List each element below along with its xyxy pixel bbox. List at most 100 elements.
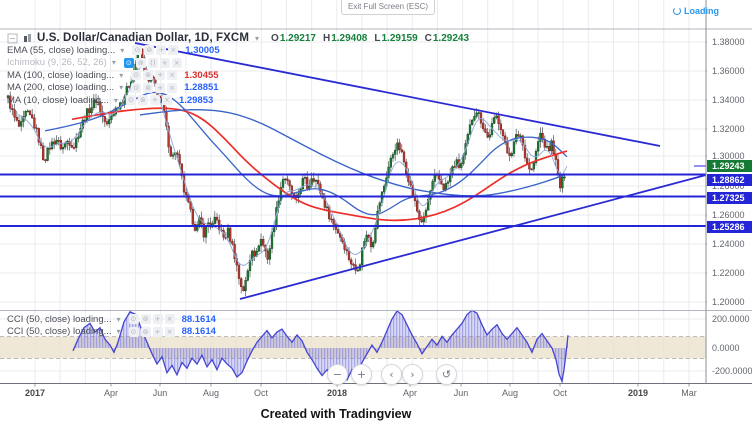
add-icon[interactable]: + (152, 314, 163, 325)
chevron-down-icon[interactable]: ▾ (113, 95, 118, 105)
settings-icon[interactable]: ⊚ (137, 95, 148, 106)
eye-icon[interactable]: ⊙ (125, 95, 136, 106)
remove-icon[interactable]: × (171, 57, 182, 68)
scroll-left-button[interactable]: ‹ (381, 364, 402, 385)
main-indicator-row-4: MA (10, close) loading... ▾ ⊙ ⊚ + × 1.29853 (7, 94, 220, 107)
symbol-title[interactable]: U.S. Dollar/Canadian Dollar, 1D, FXCM (37, 32, 250, 44)
cci-indicator-row-1: CCI (50, close) loading... ▾ ⊙ ⊚ + × 88.1614 (7, 326, 216, 339)
add-icon[interactable]: + (156, 45, 167, 56)
remove-icon[interactable]: × (168, 45, 179, 56)
price-tick-label: 1.34000 (712, 95, 745, 105)
add-icon[interactable]: + (155, 82, 166, 93)
price-tick-label: 1.28000 (712, 181, 745, 191)
cci-indicator-label: CCI (50, close) loading... (7, 326, 112, 338)
chevron-down-icon[interactable]: ▾ (255, 33, 260, 43)
legend-buttons: ⊙ ⊚() + × (123, 57, 182, 68)
time-tick-label: 2018 (326, 388, 348, 398)
exit-fullscreen-tooltip: Exit Full Screen (ESC) (341, 0, 436, 15)
ohlc-values: O1.29217 H1.29408 L1.29159 C1.29243 (271, 33, 469, 44)
ohlc-item: C1.29243 (425, 33, 469, 44)
add-icon[interactable]: + (149, 95, 160, 106)
remove-icon[interactable]: × (164, 314, 175, 325)
time-tick-label: Aug (501, 388, 519, 398)
main-indicator-row-0: EMA (55, close) loading... ▾ ⊙ ⊚ + × 1.30005 (7, 44, 220, 57)
settings-icon[interactable]: ⊚ (140, 326, 151, 337)
ohlc-item: O1.29217 (271, 33, 316, 44)
time-tick-label: 2017 (24, 388, 46, 398)
main-indicator-value: 1.30005 (185, 44, 220, 56)
price-tick-label: 1.22000 (712, 268, 745, 278)
scroll-right-button[interactable]: › (402, 364, 423, 385)
remove-icon[interactable]: × (161, 95, 172, 106)
remove-icon[interactable]: × (164, 326, 175, 337)
eye-icon[interactable]: ⊙ (128, 326, 139, 337)
eye-icon[interactable]: ⊙ (132, 45, 143, 56)
ascending-trendline[interactable] (239, 174, 707, 300)
cci-area (73, 310, 568, 383)
main-indicator-row-3: MA (200, close) loading... ▾ ⊙ ⊚ + × 1.28851 (7, 82, 220, 95)
cci-tick-label: -200.0000 (712, 366, 752, 376)
reset-chart-button[interactable]: ↺ (436, 364, 457, 385)
eye-icon[interactable]: ⊙ (131, 82, 142, 93)
loading-label: Loading (684, 6, 719, 16)
settings-icon[interactable]: ⊚ (140, 314, 151, 325)
main-indicator-value: 1.28851 (184, 82, 219, 94)
ma-line-ma-10 (17, 66, 568, 266)
ohlc-value: 1.29217 (279, 32, 316, 44)
price-tick-label: 1.24000 (712, 239, 745, 249)
legend-buttons: ⊙ ⊚ + × (131, 82, 178, 93)
settings-icon[interactable]: ⊚ (143, 82, 154, 93)
remove-icon[interactable]: × (167, 82, 178, 93)
main-indicator-row-1: Ichimoku (9, 26, 52, 26) ▾ ⊙ ⊚() + × (7, 57, 220, 70)
chevron-down-icon[interactable]: ▾ (116, 327, 121, 337)
ohlc-label: O (271, 32, 279, 44)
source-icon[interactable]: () (147, 57, 158, 68)
settings-icon[interactable]: ⊚ (144, 45, 155, 56)
remove-icon[interactable]: × (167, 70, 178, 81)
add-icon[interactable]: + (155, 70, 166, 81)
chevron-down-icon[interactable]: ▾ (119, 70, 124, 80)
ohlc-label: C (424, 32, 432, 44)
ma-line-ma-100 (71, 107, 568, 222)
loading-spinner-icon (673, 7, 681, 15)
cci-tick-label: 0.0000 (712, 343, 740, 353)
zoom-in-button[interactable]: + (351, 364, 372, 385)
eye-icon[interactable]: ⊙ (123, 57, 134, 68)
cci-tick-label: 200.0000 (712, 314, 750, 324)
descending-trendline[interactable] (134, 42, 661, 147)
collapse-pane-icon[interactable] (7, 33, 18, 44)
legend-buttons: ⊙ ⊚ + × (128, 326, 175, 337)
main-indicator-row-2: MA (100, close) loading... ▾ ⊙ ⊚ + × 1.30455 (7, 69, 220, 82)
main-indicator-legend: EMA (55, close) loading... ▾ ⊙ ⊚ + × 1.30005 Ic… (7, 44, 220, 107)
chevron-down-icon[interactable]: ▾ (119, 83, 124, 93)
ma-line-ma-200 (139, 108, 568, 197)
main-indicator-label: Ichimoku (9, 26, 52, 26) (7, 57, 107, 69)
add-icon[interactable]: + (152, 326, 163, 337)
cci-indicator-legend: CCI (50, close) loading... ▾ ⊙ ⊚ + × 88.1614 CC… (7, 313, 216, 338)
main-indicator-label: MA (200, close) loading... (7, 82, 115, 94)
chart-style-icon[interactable] (22, 33, 33, 44)
time-tick-label: Oct (253, 388, 269, 398)
time-tick-label: Apr (402, 388, 418, 398)
price-tick-label: 1.26000 (712, 210, 745, 220)
legend-buttons: ⊙ ⊚ + × (125, 95, 172, 106)
main-indicator-label: MA (100, close) loading... (7, 69, 115, 81)
credit-text: Created with Tradingview (260, 407, 412, 421)
ohlc-label: L (374, 32, 381, 44)
eye-icon[interactable]: ⊙ (131, 70, 142, 81)
eye-icon[interactable]: ⊙ (128, 314, 139, 325)
ohlc-value: 1.29159 (381, 32, 418, 44)
time-tick-label: Apr (103, 388, 119, 398)
zoom-out-button[interactable]: − (327, 364, 348, 385)
settings-icon[interactable]: ⊚ (135, 57, 146, 68)
time-tick-label: Mar (681, 388, 697, 398)
ohlc-item: H1.29408 (323, 33, 367, 44)
chevron-down-icon[interactable]: ▾ (116, 314, 121, 324)
settings-icon[interactable]: ⊚ (143, 70, 154, 81)
add-icon[interactable]: + (159, 57, 170, 68)
loading-indicator: Loading (673, 6, 719, 16)
chevron-down-icon[interactable]: ▾ (120, 45, 125, 55)
cci-indicator-value: 88.1614 (181, 313, 216, 325)
chevron-down-icon[interactable]: ▾ (111, 58, 116, 68)
